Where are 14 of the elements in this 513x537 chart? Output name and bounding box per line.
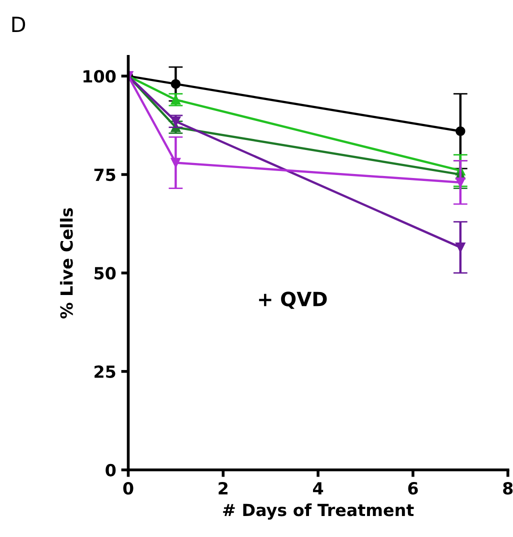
y-axis-title: % Live Cells — [60, 208, 73, 318]
y-tick-label: 25 — [94, 365, 116, 378]
y-tick-label: 0 — [106, 464, 116, 476]
y-tick-label: 100 — [84, 70, 116, 83]
x-tick-label: 6 — [408, 482, 418, 495]
x-tick-label: 8 — [503, 482, 513, 495]
x-tick-label: 0 — [123, 482, 134, 495]
x-tick-label: 2 — [218, 482, 228, 494]
annotation: + QVD — [259, 292, 327, 309]
y-tick-label: 50 — [94, 266, 116, 280]
x-axis-title: # Days of Treatment — [223, 503, 414, 520]
y-tick-label: 75 — [94, 168, 116, 182]
text: D — [12, 16, 26, 32]
x-tick-label: 4 — [313, 482, 324, 494]
